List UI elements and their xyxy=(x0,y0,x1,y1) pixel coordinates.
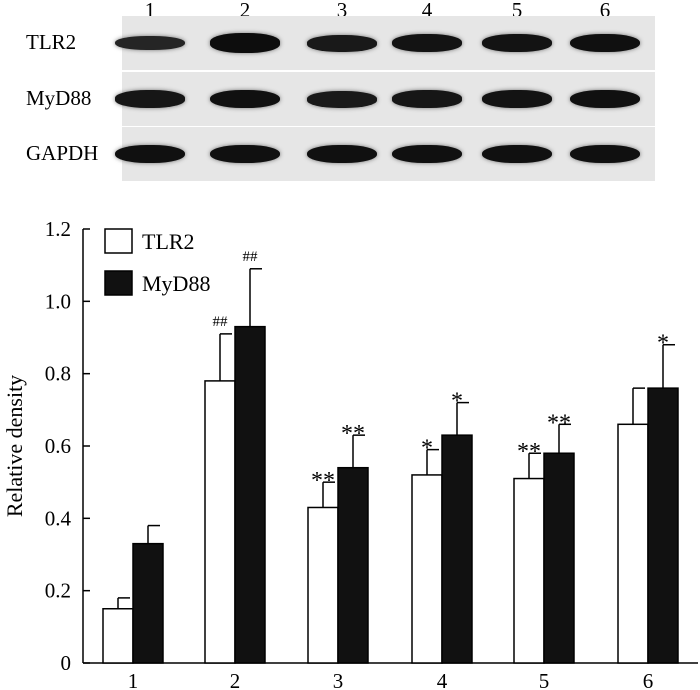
blot-band xyxy=(392,90,462,108)
blot-strip xyxy=(115,72,655,126)
bar-myd88 xyxy=(234,325,266,664)
bar-myd88 xyxy=(543,452,575,664)
blot-band xyxy=(115,144,185,164)
western-blot-panel: 1 2 3 4 5 6 TLR2 MyD88 GAPDH xyxy=(0,0,700,190)
bar-myd88 xyxy=(337,466,369,664)
y-axis-label: Relative density xyxy=(2,375,27,517)
bar-tlr2 xyxy=(204,380,236,664)
significance-annotation: * xyxy=(451,389,463,415)
blot-band xyxy=(210,33,280,53)
blot-band xyxy=(482,89,552,109)
significance-annotation: ** xyxy=(311,468,335,494)
blot-row-label: GAPDH xyxy=(26,141,99,165)
blot-strip xyxy=(115,16,655,70)
blot-band xyxy=(307,144,377,164)
lane-number: 5 xyxy=(511,0,523,22)
legend-label: TLR2 xyxy=(142,229,195,254)
x-tick-label: 2 xyxy=(230,669,241,690)
blot-band xyxy=(570,33,640,53)
significance-annotation: * xyxy=(421,436,433,462)
significance-annotation: ## xyxy=(213,314,229,330)
blot-band xyxy=(392,33,462,53)
legend-label: MyD88 xyxy=(142,271,210,296)
y-tick-label: 0.4 xyxy=(45,506,72,530)
bar-tlr2 xyxy=(617,423,649,664)
blot-band xyxy=(482,144,552,164)
blot-band xyxy=(482,33,552,53)
legend-swatch xyxy=(104,270,133,296)
significance-annotation: ** xyxy=(341,421,365,447)
significance-annotation: ## xyxy=(243,249,259,265)
x-tick-label: 5 xyxy=(539,669,550,690)
blot-row-label: MyD88 xyxy=(26,86,92,110)
blot-band xyxy=(115,90,185,108)
legend-swatch xyxy=(104,228,133,254)
significance-annotation: ** xyxy=(517,439,541,465)
blot-band xyxy=(210,89,280,109)
bar-myd88 xyxy=(132,542,164,664)
y-tick-label: 1.0 xyxy=(45,289,71,313)
significance-annotation: * xyxy=(657,331,669,357)
y-tick-label: 0.8 xyxy=(45,362,71,386)
blot-band xyxy=(392,144,462,164)
bar-myd88 xyxy=(647,387,679,664)
x-tick-label: 6 xyxy=(643,669,654,690)
blot-band xyxy=(570,89,640,109)
blot-band xyxy=(115,35,185,51)
x-tick-label: 1 xyxy=(128,669,139,690)
lane-number: 6 xyxy=(599,0,611,22)
y-tick-label: 0 xyxy=(61,651,72,675)
lane-number: 1 xyxy=(144,0,156,22)
blot-band xyxy=(307,34,377,52)
significance-annotation: ** xyxy=(547,410,571,436)
lane-number: 2 xyxy=(239,0,251,22)
y-tick-label: 1.2 xyxy=(45,217,71,241)
blot-row-label: TLR2 xyxy=(26,30,77,54)
lane-number: 4 xyxy=(421,0,433,22)
bar-tlr2 xyxy=(513,477,545,664)
blot-band xyxy=(210,144,280,164)
x-tick-label: 4 xyxy=(437,669,448,690)
bar-tlr2 xyxy=(411,474,443,664)
bar-tlr2 xyxy=(307,506,339,664)
lane-number: 3 xyxy=(336,0,348,22)
blot-strip xyxy=(115,127,655,181)
y-tick-label: 0.6 xyxy=(45,434,71,458)
y-tick-label: 0.2 xyxy=(45,579,71,603)
blot-band xyxy=(570,144,640,164)
x-tick-label: 3 xyxy=(333,669,344,690)
blot-band xyxy=(307,90,377,108)
bar-tlr2 xyxy=(102,608,134,664)
bar-myd88 xyxy=(441,434,473,664)
